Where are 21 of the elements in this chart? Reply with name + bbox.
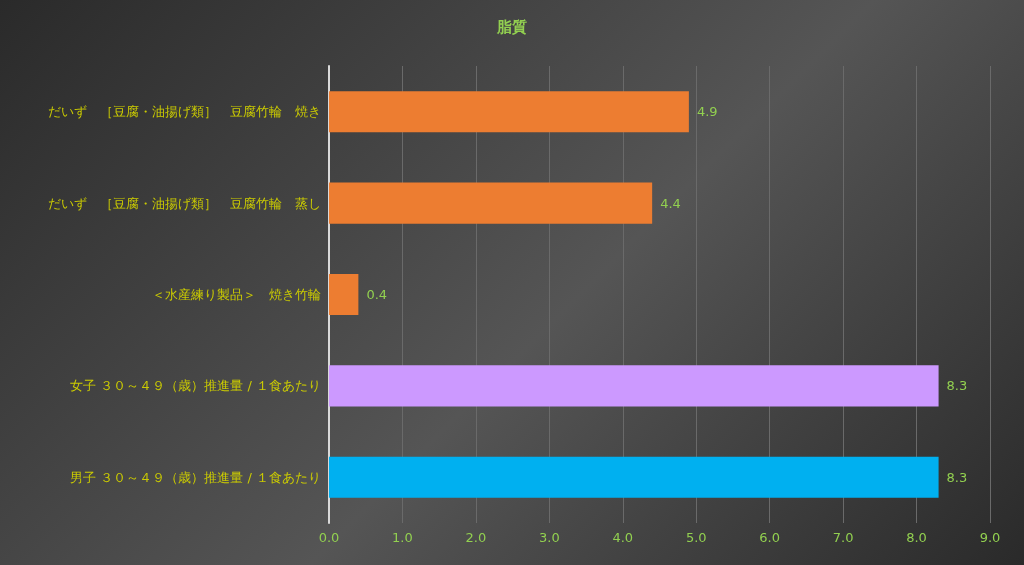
data-label: 8.3 — [946, 378, 968, 394]
x-tick-label: 8.0 — [906, 530, 927, 545]
y-tick-label: 男子 ３０～４９（歳）推進量 / １食あたり — [70, 469, 321, 485]
x-tick-label: 2.0 — [465, 530, 487, 545]
x-tick-label: 5.0 — [685, 530, 707, 545]
data-label: 8.3 — [946, 469, 968, 485]
x-tick-label: 6.0 — [759, 530, 781, 545]
x-tick-label: 3.0 — [538, 530, 560, 545]
x-tick-label: 7.0 — [832, 530, 854, 545]
data-label: 0.4 — [366, 287, 388, 302]
x-tick-label: 1.0 — [392, 530, 413, 545]
y-tick-label: だいず ［豆腐・油揚げ類］ 豆腐竹輪 蒸し — [48, 195, 321, 211]
x-tick-label: 9.0 — [979, 530, 1001, 545]
data-label: 4.9 — [696, 104, 718, 120]
y-tick-label: ＜水産練り製品＞ 焼き竹輪 — [152, 287, 321, 302]
y-tick-label: 女子 ３０～４９（歳）推進量 / １食あたり — [70, 378, 321, 394]
data-label: 4.4 — [660, 195, 681, 211]
chart-title: 脂質 — [496, 17, 527, 36]
x-tick-label: 4.0 — [612, 530, 634, 545]
y-tick-label: だいず ［豆腐・油揚げ類］ 豆腐竹輪 焼き — [48, 104, 321, 120]
x-tick-label: 0.0 — [318, 530, 340, 545]
